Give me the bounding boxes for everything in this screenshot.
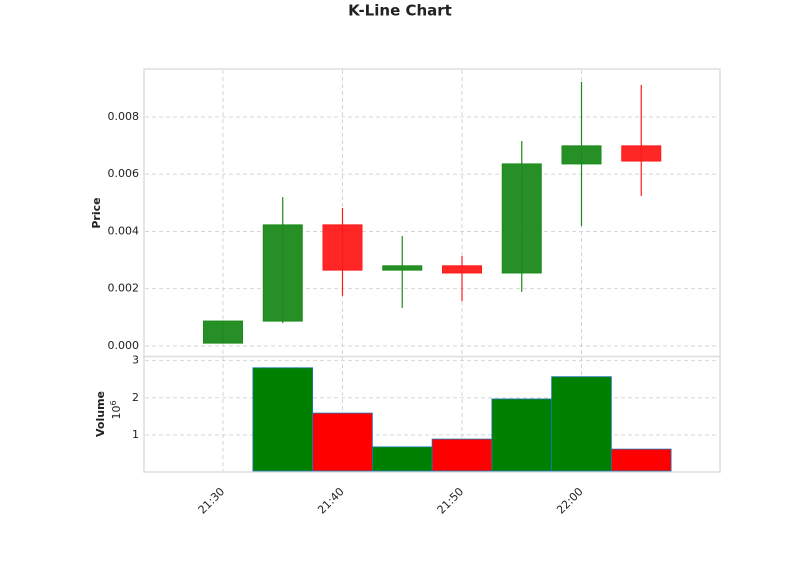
volume-bar [610, 448, 672, 472]
volume-bar [312, 412, 373, 472]
candle-body [442, 265, 482, 274]
candle-body [382, 265, 423, 271]
x-tick-label: 21:40 [315, 485, 347, 517]
candle-body [621, 145, 662, 162]
y-tick-label: 0.000 [108, 339, 140, 352]
chart-title: K-Line Chart [348, 2, 452, 20]
volume-bar [491, 398, 553, 472]
x-tick-label: 21:50 [435, 485, 467, 517]
volume-tick-label: 3 [132, 354, 139, 367]
x-tick-label: 21:30 [196, 485, 228, 517]
candle-body [203, 320, 243, 344]
volume-bar [551, 376, 612, 472]
y-tick-label: 0.008 [108, 110, 140, 123]
y-tick-label: 0.002 [108, 282, 140, 295]
volume-tick-label: 2 [132, 391, 139, 404]
candle-body [561, 145, 602, 165]
x-tick-label: 22:00 [554, 485, 586, 517]
volume-bar [431, 438, 493, 472]
volume-offset: 106 [109, 400, 124, 419]
volume-bar [371, 446, 433, 472]
candle-body [501, 163, 542, 274]
y-tick-label: 0.004 [108, 224, 140, 237]
y-tick-label: 0.006 [108, 167, 140, 180]
offset-exponent: 6 [109, 400, 118, 405]
volume-axis-label: Volume [94, 391, 107, 437]
candle-body [262, 224, 303, 322]
volume-bar [252, 367, 314, 472]
plot-frame [143, 68, 721, 473]
candle-body [322, 224, 363, 271]
volume-tick-label: 1 [132, 428, 139, 441]
offset-base: 10 [110, 406, 123, 420]
y-axis-label: Price [90, 197, 103, 228]
